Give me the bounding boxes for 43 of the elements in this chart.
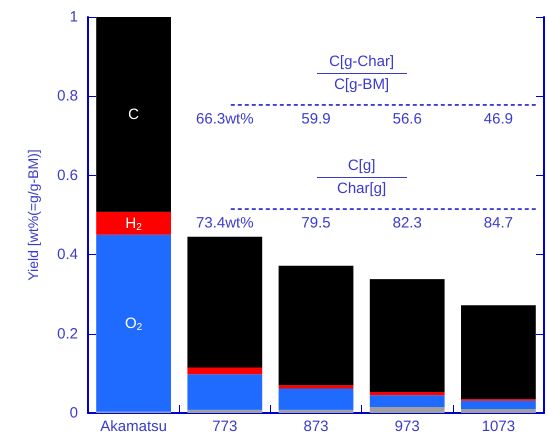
annotation: C[g-BM] xyxy=(334,76,390,93)
annotation: C[g] xyxy=(348,157,376,174)
bar xyxy=(461,409,536,413)
y-tick-label: 0 xyxy=(70,404,78,422)
y-tick-label: 0.6 xyxy=(57,166,78,184)
bar xyxy=(370,407,445,413)
y-tick-label: 0.2 xyxy=(57,325,78,342)
bar xyxy=(96,234,171,412)
y-tick-label: 0.8 xyxy=(57,88,78,105)
bar xyxy=(461,400,536,410)
bar xyxy=(187,367,262,374)
annotation: 66.3wt% xyxy=(196,110,254,128)
annotation: C[g-Char] xyxy=(329,52,394,70)
x-tick-label: 973 xyxy=(394,418,420,435)
annotation: Char[g] xyxy=(337,180,386,198)
bar xyxy=(187,236,262,368)
bar xyxy=(278,388,354,410)
bar xyxy=(96,212,171,235)
annotation: 56.6 xyxy=(392,110,422,128)
y-axis-title: Yield [wt%(=g/g-BM)] xyxy=(25,149,41,281)
x-tick-label: 1073 xyxy=(482,418,516,435)
bar xyxy=(96,17,171,212)
bar xyxy=(187,410,262,413)
annotation: 46.9 xyxy=(484,110,513,128)
annotation: 84.7 xyxy=(484,214,513,232)
bar xyxy=(461,305,536,400)
bar xyxy=(370,279,445,392)
bar xyxy=(278,385,354,388)
bar xyxy=(278,410,354,413)
annotation: 73.4wt% xyxy=(196,214,254,232)
annotation: 82.3 xyxy=(392,214,422,232)
bar xyxy=(187,374,262,410)
bar xyxy=(278,266,354,386)
annotation: 59.9 xyxy=(301,110,331,128)
x-tick-label: 873 xyxy=(303,418,329,435)
x-tick-label: Akamatsu xyxy=(100,418,167,435)
bar xyxy=(370,392,445,396)
x-tick-label: 773 xyxy=(212,418,238,435)
bar xyxy=(370,395,445,408)
series-label: C xyxy=(128,106,140,123)
y-tick-label: 0.4 xyxy=(57,246,78,264)
annotation: 79.5 xyxy=(301,214,331,232)
y-tick-label: 1 xyxy=(70,8,78,26)
